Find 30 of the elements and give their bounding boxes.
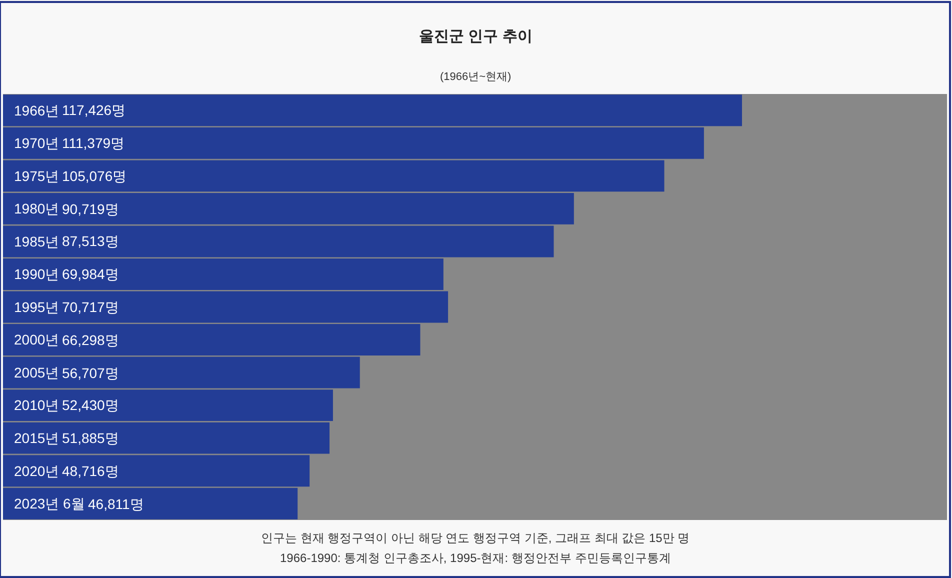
data-label: 87,513명 xyxy=(62,233,119,249)
text: 인구는 현재 행정구역이 아닌 해당 연도 행정구역 기준, 그래프 최대 값은 15만 명 xyxy=(261,531,690,545)
data-label: 69,984명 xyxy=(62,266,119,282)
y-tick-label: 1970년 xyxy=(14,135,60,152)
y-tick-label: 2023년 6월 xyxy=(14,496,85,512)
data-label: 70,717명 xyxy=(62,299,119,315)
data-label: 111,379명 xyxy=(62,135,125,151)
data-label: 66,298명 xyxy=(62,332,119,348)
y-tick-label: 1980년 xyxy=(14,200,60,217)
data-label: 46,811명 xyxy=(88,496,144,512)
data-label: 90,719명 xyxy=(62,201,119,217)
y-tick-label: 1975년 xyxy=(14,168,60,184)
data-label: 48,716명 xyxy=(62,463,119,479)
y-tick-label: 1990년 xyxy=(14,266,60,282)
chart-subtitle: (1966년~현재) xyxy=(440,71,512,83)
text: 1966-1990: 통계청 인구총조사, 1995-현재: 행정안전부 주민등록인구통계 xyxy=(280,551,671,565)
data-label: 56,707명 xyxy=(62,365,119,381)
y-tick-label: 1985년 xyxy=(14,233,60,250)
y-tick-label: 2000년 xyxy=(14,332,60,348)
data-label: 105,076명 xyxy=(62,168,127,184)
chart-title: 울진군 인구 추이 xyxy=(419,28,532,45)
data-label: 117,426명 xyxy=(62,102,126,118)
data-label: 51,885명 xyxy=(62,430,119,446)
y-tick-label: 2005년 xyxy=(14,364,60,380)
y-tick-label: 2015년 xyxy=(14,430,60,446)
y-tick-label: 2010년 xyxy=(14,397,60,414)
data-label: 52,430명 xyxy=(62,397,119,413)
y-tick-label: 2020년 xyxy=(14,462,60,479)
y-tick-label: 1995년 xyxy=(14,298,60,315)
y-tick-label: 1966년 xyxy=(14,102,60,118)
